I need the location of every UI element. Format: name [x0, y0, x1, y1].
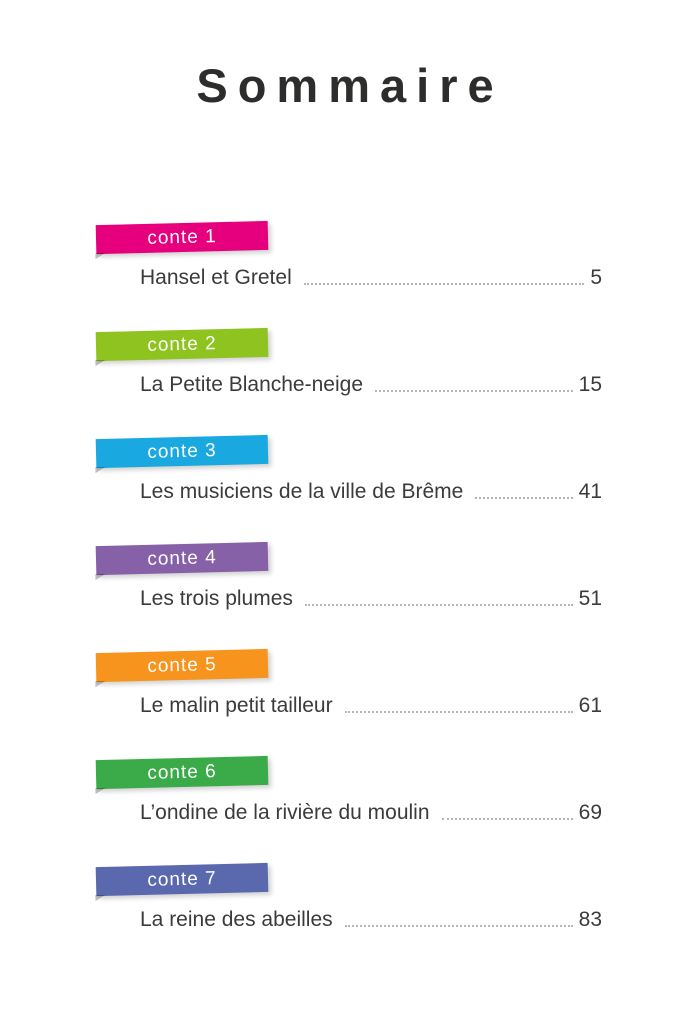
page-number: 15 [578, 373, 602, 396]
toc-entry: conte 7 La reine des abeilles 83 [95, 862, 700, 932]
entry-title: Le malin petit tailleur [140, 694, 333, 717]
conte-badge: conte 3 [95, 434, 269, 469]
conte-badge-label: conte 3 [147, 439, 217, 463]
dotted-leader [344, 925, 573, 927]
dotted-leader [475, 497, 573, 499]
conte-badge: conte 7 [95, 862, 269, 897]
page-number: 41 [578, 480, 602, 503]
conte-badge-label: conte 2 [147, 332, 217, 356]
page-number: 69 [578, 801, 602, 824]
entry-title-row: Le malin petit tailleur 61 [140, 694, 602, 718]
page-number: 61 [578, 694, 602, 717]
conte-badge-label: conte 4 [147, 546, 217, 570]
conte-badge-label: conte 7 [147, 867, 217, 891]
page-number: 83 [578, 908, 602, 931]
dotted-leader [344, 711, 573, 713]
entry-title: La Petite Blanche-neige [140, 373, 363, 396]
entry-title-row: La Petite Blanche-neige 15 [140, 373, 602, 397]
entry-title-row: Les musiciens de la ville de Brême 41 [140, 480, 602, 504]
page-number: 51 [578, 587, 602, 610]
conte-badge: conte 6 [95, 755, 269, 790]
toc-entry: conte 5 Le malin petit tailleur 61 [95, 648, 700, 718]
toc-entry: conte 4 Les trois plumes 51 [95, 541, 700, 611]
page-title: Sommaire [196, 59, 504, 112]
conte-badge: conte 1 [95, 220, 269, 255]
entry-title: Les musiciens de la ville de Brême [140, 480, 464, 503]
entry-title: L’ondine de la rivière du moulin [140, 801, 430, 824]
conte-badge: conte 2 [95, 327, 269, 362]
entry-title-row: La reine des abeilles 83 [140, 908, 602, 932]
toc-entries: conte 1 Hansel et Gretel 5 conte 2 La Pe… [0, 220, 700, 932]
entry-title-row: L’ondine de la rivière du moulin 69 [140, 801, 602, 825]
page-number: 5 [590, 266, 602, 289]
dotted-leader [304, 604, 573, 606]
dotted-leader [375, 390, 573, 392]
conte-badge-label: conte 5 [147, 653, 217, 677]
dotted-leader [441, 818, 573, 820]
entry-title: Les trois plumes [140, 587, 293, 610]
toc-entry: conte 2 La Petite Blanche-neige 15 [95, 327, 700, 397]
entry-title-row: Les trois plumes 51 [140, 587, 602, 611]
entry-title: La reine des abeilles [140, 908, 333, 931]
conte-badge: conte 5 [95, 648, 269, 683]
toc-entry: conte 1 Hansel et Gretel 5 [95, 220, 700, 290]
conte-badge: conte 4 [95, 541, 269, 576]
dotted-leader [303, 283, 585, 285]
conte-badge-label: conte 6 [147, 760, 217, 784]
toc-entry: conte 6 L’ondine de la rivière du moulin… [95, 755, 700, 825]
toc-entry: conte 3 Les musiciens de la ville de Brê… [95, 434, 700, 504]
entry-title-row: Hansel et Gretel 5 [140, 266, 602, 290]
conte-badge-label: conte 1 [147, 225, 217, 249]
entry-title: Hansel et Gretel [140, 266, 292, 289]
